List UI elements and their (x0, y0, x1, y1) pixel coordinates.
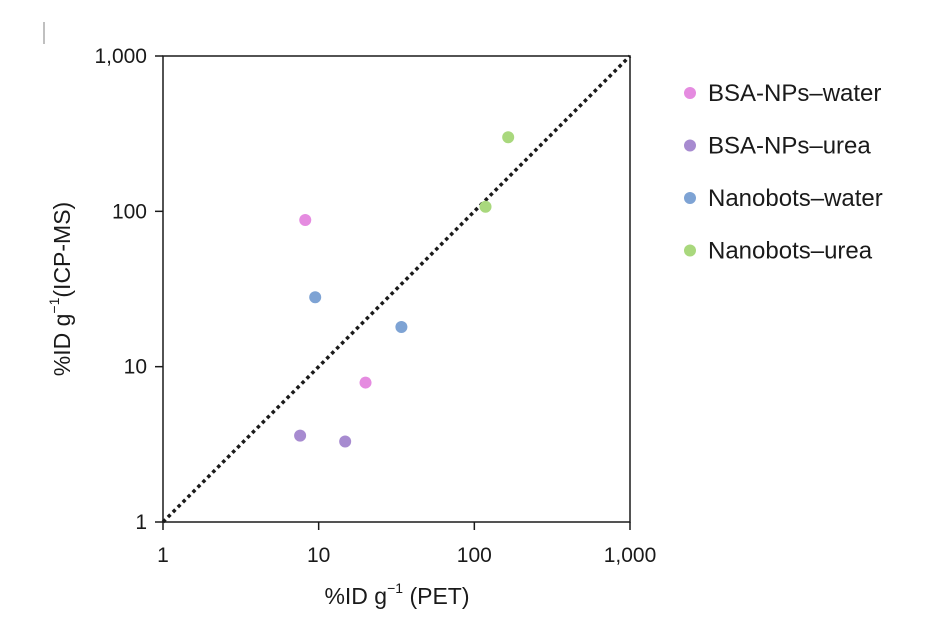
data-point (502, 131, 515, 144)
legend-marker (684, 192, 696, 204)
y-tick-label: 10 (124, 356, 147, 379)
legend-label: BSA-NPs–water (708, 80, 881, 107)
y-tick-label: 100 (112, 200, 147, 223)
x-tick-label: 100 (457, 544, 492, 567)
legend-label: Nanobots–urea (708, 238, 873, 265)
x-axis: 1 10 100 1,000 (157, 522, 656, 567)
legend-label: BSA-NPs–urea (708, 133, 871, 160)
data-point (309, 291, 322, 304)
legend-marker (684, 87, 696, 99)
y-axis-label: %ID g−1(ICP-MS) (46, 202, 75, 376)
y-axis: 1 10 100 1,000 (94, 45, 163, 534)
data-point (479, 200, 492, 213)
data-point (395, 321, 408, 334)
identity-reference-line (161, 54, 632, 524)
data-point (299, 213, 312, 226)
x-tick-label: 10 (307, 544, 330, 567)
x-axis-label: %ID g−1 (PET) (324, 580, 469, 609)
data-points (294, 131, 515, 448)
x-tick-label: 1,000 (604, 544, 657, 567)
data-point (339, 435, 352, 448)
legend: BSA-NPs–water BSA-NPs–urea Nanobots–water N… (684, 80, 883, 265)
data-point (294, 429, 307, 442)
plot-frame (162, 55, 631, 523)
y-tick-label: 1 (135, 511, 147, 534)
legend-label: Nanobots–water (708, 185, 883, 212)
x-tick-label: 1 (157, 544, 169, 567)
legend-marker (684, 139, 696, 152)
reference-line-layer (161, 54, 632, 524)
data-point (359, 376, 372, 389)
legend-marker (684, 244, 696, 257)
y-tick-label: 1,000 (94, 45, 147, 68)
